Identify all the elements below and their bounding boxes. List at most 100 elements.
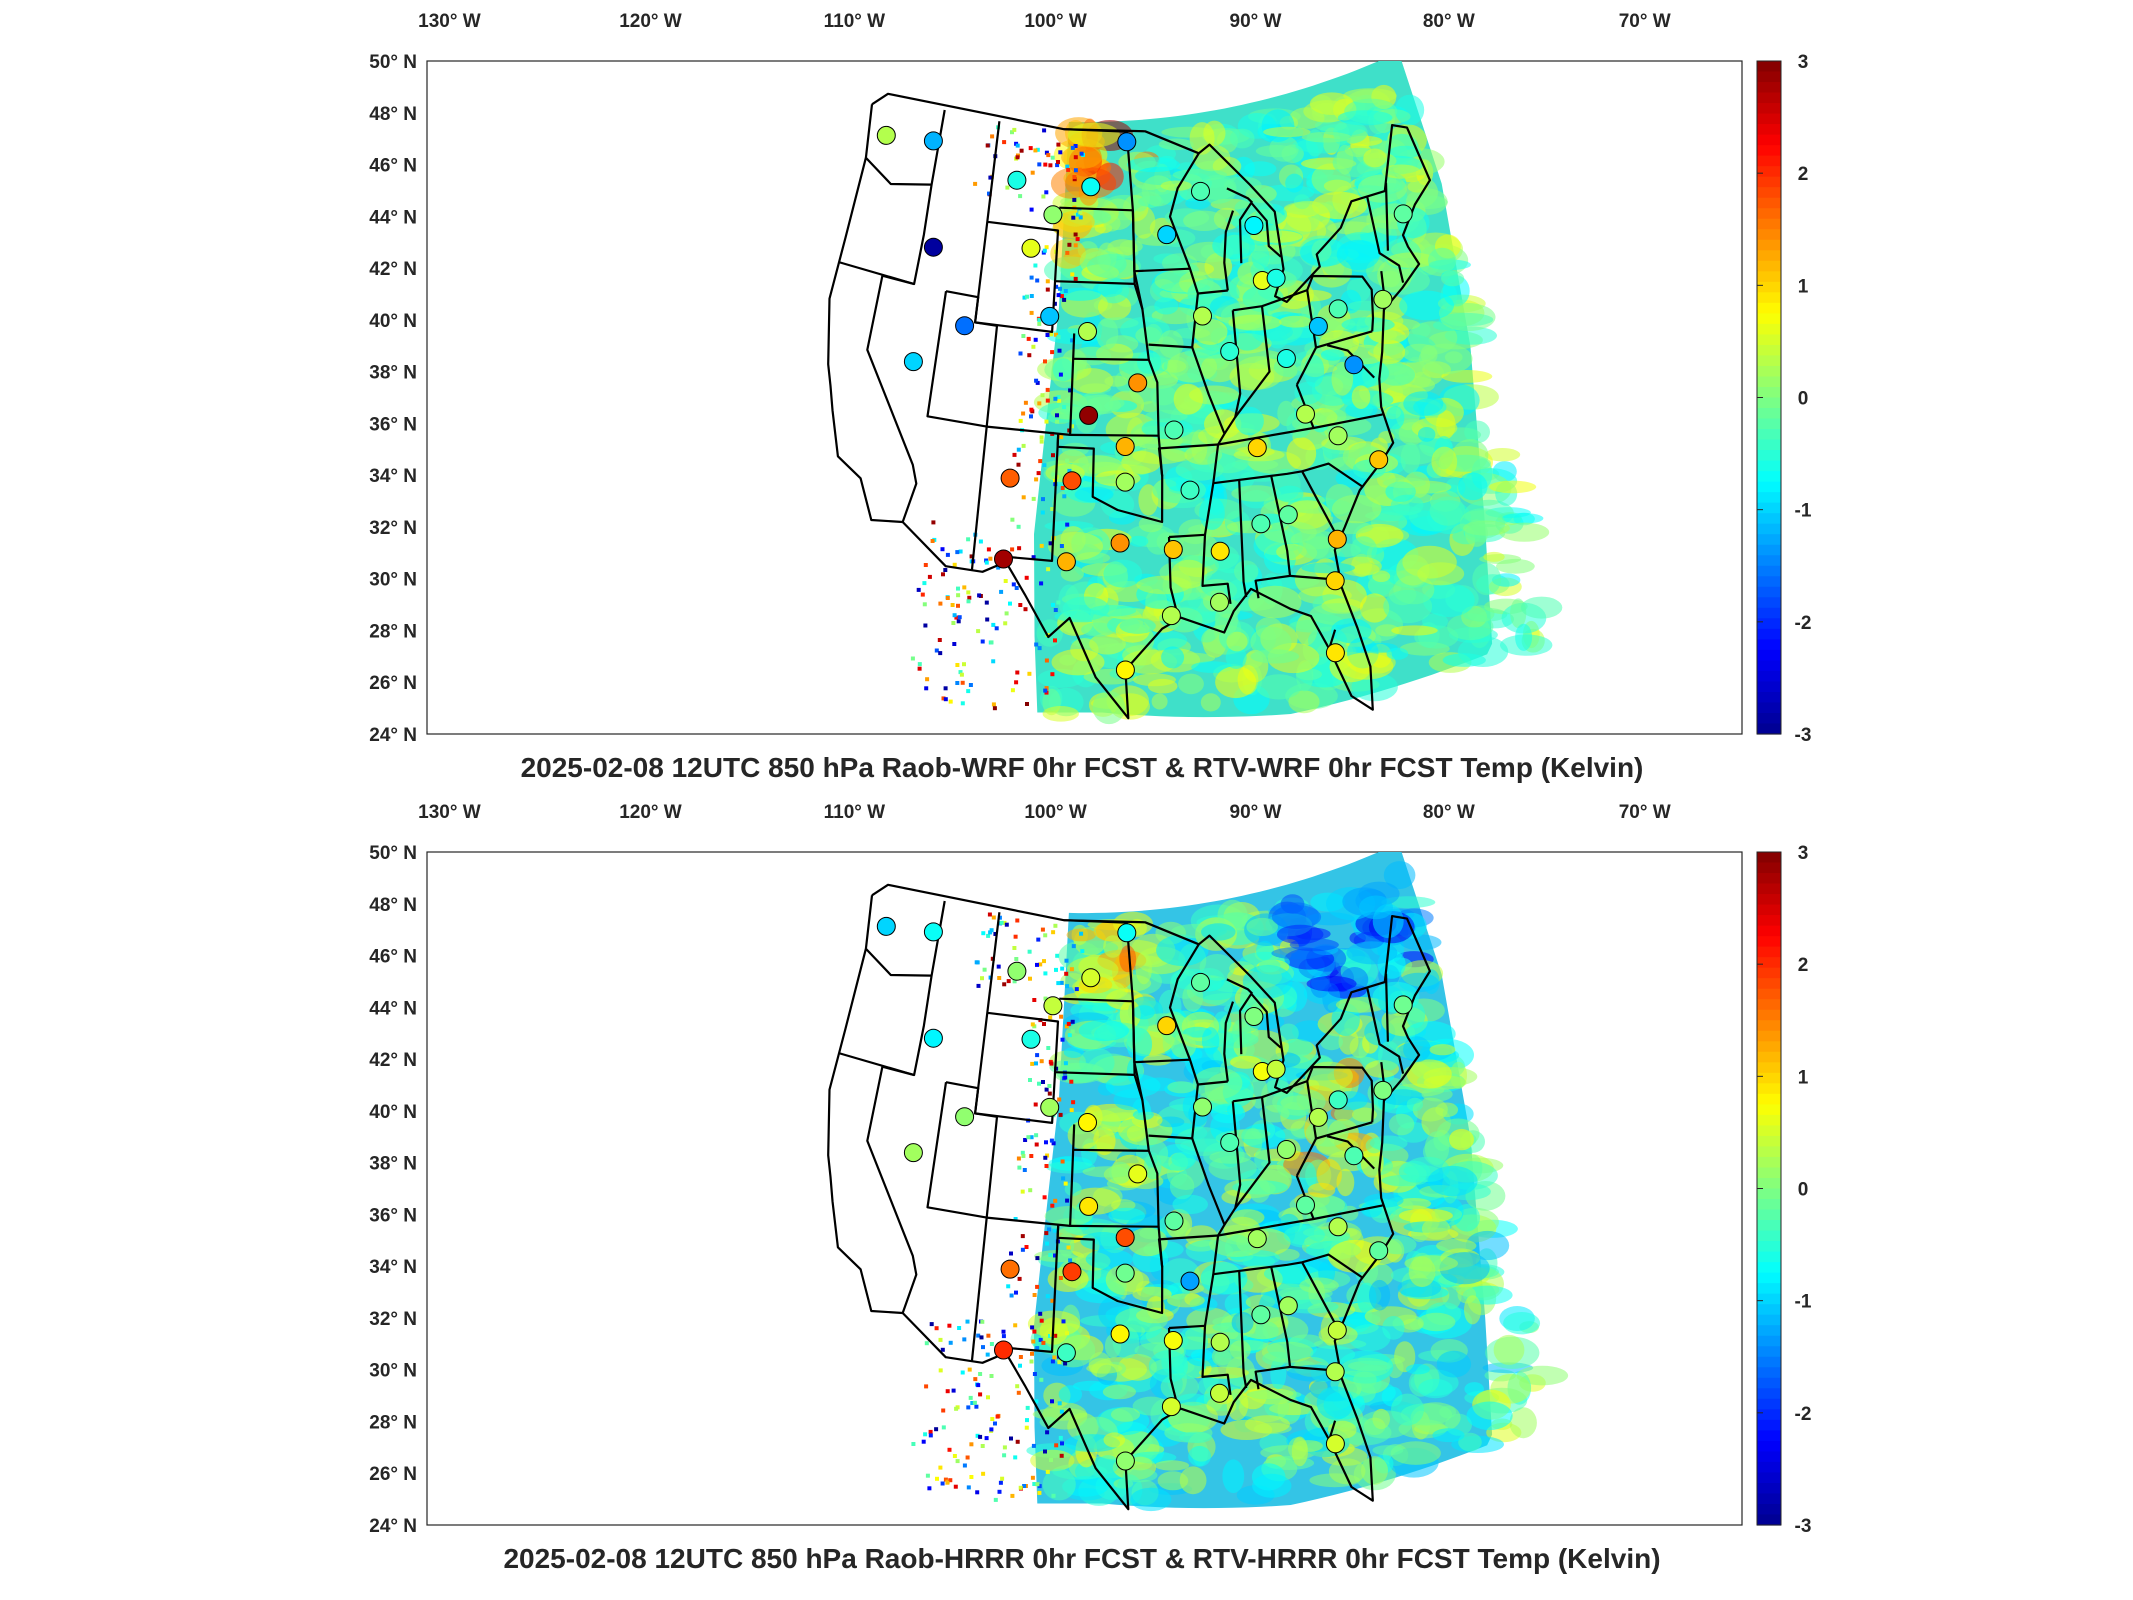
field-patch bbox=[1383, 589, 1433, 624]
colorbar-segment bbox=[1757, 999, 1781, 1011]
colorbar-segment bbox=[1757, 1335, 1781, 1347]
colorbar-segment bbox=[1757, 208, 1781, 220]
field-pixel bbox=[943, 1477, 948, 1482]
field-pixel bbox=[1039, 543, 1044, 548]
field-patch bbox=[1105, 1073, 1161, 1099]
field-pixel bbox=[1060, 1159, 1065, 1164]
border-line bbox=[1070, 1150, 1160, 1228]
field-pixel bbox=[1050, 1359, 1055, 1364]
colorbar-segment bbox=[1757, 597, 1781, 609]
field-pixel bbox=[958, 670, 963, 675]
field-pixel bbox=[1059, 1409, 1064, 1414]
field-pixel bbox=[1044, 150, 1049, 155]
raob-station bbox=[1220, 1133, 1240, 1152]
field-patch bbox=[1143, 1054, 1172, 1066]
field-pixel bbox=[1002, 140, 1007, 145]
field-patch bbox=[1346, 941, 1398, 965]
field-pixel bbox=[965, 1455, 970, 1460]
field-pixel bbox=[1051, 930, 1056, 935]
longitude-label: 90° W bbox=[1230, 11, 1282, 32]
colorbar-segment bbox=[1757, 197, 1781, 209]
field-patch bbox=[1234, 560, 1259, 583]
field-pixel bbox=[1049, 1138, 1054, 1143]
field-pixel bbox=[938, 1368, 943, 1373]
field-patch bbox=[1135, 952, 1153, 985]
field-pixel bbox=[1059, 544, 1064, 548]
field-pixel bbox=[1028, 1188, 1033, 1193]
raob-station bbox=[1193, 306, 1212, 326]
field-pixel bbox=[1043, 1155, 1048, 1160]
field-pixel bbox=[1021, 495, 1026, 500]
longitude-label: 70° W bbox=[1619, 802, 1671, 823]
field-pixel bbox=[1002, 1453, 1007, 1458]
field-pixel bbox=[1057, 1401, 1062, 1406]
colorbar-tick-label: 0 bbox=[1798, 389, 1809, 410]
colorbar-segment bbox=[1757, 957, 1781, 969]
field-pixel bbox=[1049, 1061, 1054, 1066]
colorbar-segment bbox=[1757, 450, 1781, 462]
field-patch bbox=[1167, 1293, 1205, 1308]
field-pixel bbox=[1044, 1231, 1049, 1236]
raob-station bbox=[1244, 1007, 1264, 1026]
field-pixel bbox=[980, 1444, 985, 1448]
latitude-label: 42° N bbox=[369, 1050, 417, 1071]
field-pixel bbox=[955, 681, 960, 685]
field-patch bbox=[1103, 935, 1123, 958]
colorbar-segment bbox=[1757, 1156, 1781, 1169]
field-pixel bbox=[962, 662, 966, 667]
latitude-label: 36° N bbox=[369, 1205, 417, 1226]
field-patch bbox=[1048, 531, 1103, 561]
field-pixel bbox=[1035, 147, 1040, 152]
field-pixel bbox=[953, 1484, 958, 1489]
field-patch bbox=[1086, 253, 1142, 279]
field-patch bbox=[1132, 1005, 1155, 1020]
field-pixel bbox=[1058, 1435, 1063, 1440]
field-patch bbox=[1466, 1401, 1513, 1431]
field-patch bbox=[1062, 596, 1110, 621]
field-pixel bbox=[956, 619, 961, 624]
field-pixel bbox=[969, 554, 974, 559]
field-patch bbox=[1520, 596, 1563, 619]
border-line bbox=[1301, 1261, 1340, 1331]
colorbar-segment bbox=[1757, 1125, 1781, 1137]
colorbar-segment bbox=[1757, 618, 1781, 630]
field-pixel bbox=[1042, 463, 1047, 468]
field-patch bbox=[1405, 1364, 1430, 1375]
field-patch bbox=[1042, 706, 1080, 722]
field-pixel bbox=[937, 638, 942, 642]
field-pixel bbox=[1045, 1294, 1050, 1299]
field-pixel bbox=[941, 1408, 946, 1413]
colorbar-segment bbox=[1757, 281, 1781, 293]
field-patch bbox=[1154, 297, 1179, 315]
field-patch bbox=[1464, 1382, 1484, 1396]
field-patch bbox=[1417, 1312, 1456, 1332]
raob-station bbox=[1344, 355, 1364, 375]
field-patch bbox=[1190, 1349, 1213, 1362]
field-pixel bbox=[975, 1433, 980, 1438]
field-pixel bbox=[1068, 1258, 1073, 1263]
colorbar-segment bbox=[1757, 187, 1781, 199]
colorbar-segment bbox=[1757, 376, 1781, 388]
field-pixel bbox=[986, 933, 991, 938]
field-patch bbox=[1320, 1033, 1343, 1051]
field-pixel bbox=[988, 175, 993, 180]
raob-station bbox=[1373, 1080, 1393, 1100]
colorbar-tick-label: 1 bbox=[1798, 276, 1809, 297]
field-patch bbox=[1458, 1432, 1482, 1452]
longitude-label: 110° W bbox=[824, 11, 886, 32]
field-pixel bbox=[1038, 962, 1043, 967]
field-pixel bbox=[1005, 185, 1010, 190]
field-patch bbox=[1136, 575, 1191, 595]
border-line bbox=[1384, 973, 1389, 1042]
field-pixel bbox=[1020, 1247, 1025, 1252]
field-pixel bbox=[1063, 1361, 1068, 1366]
field-pixel bbox=[1001, 1334, 1006, 1339]
field-patch bbox=[1179, 1431, 1213, 1444]
field-patch bbox=[1060, 973, 1085, 988]
latitude-tick-labels: 50° N 48° N 46° N 44° N 42° N 40° N 38° N 36° N… bbox=[369, 843, 417, 1537]
raob-station bbox=[1276, 1140, 1296, 1159]
colorbar-segment bbox=[1757, 925, 1781, 937]
colorbar-segment bbox=[1757, 544, 1781, 556]
field-pixel bbox=[945, 1389, 950, 1394]
